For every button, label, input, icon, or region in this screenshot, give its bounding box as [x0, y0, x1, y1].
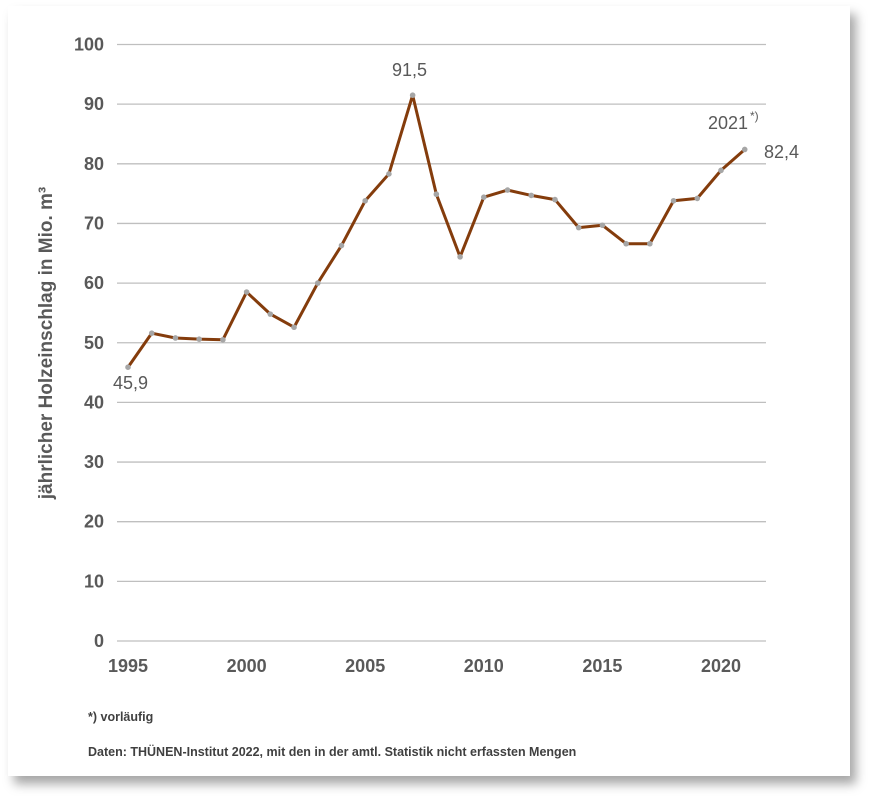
data-point — [741, 146, 748, 153]
data-point — [575, 224, 582, 231]
y-tick-label: 50 — [84, 333, 104, 353]
data-point — [148, 330, 155, 337]
data-point — [481, 194, 487, 201]
data-point — [172, 335, 179, 341]
x-tick-label: 2005 — [345, 656, 385, 676]
annotation-last-year-mark: *) — [750, 109, 759, 123]
data-line — [126, 93, 746, 369]
y-tick-label: 70 — [84, 213, 104, 233]
data-point — [504, 187, 511, 193]
data-point — [457, 254, 463, 260]
data-point — [291, 324, 297, 331]
y-axis-label: jährlicher Holzeinschlag in Mio. m³ — [36, 187, 57, 501]
data-point — [386, 171, 392, 177]
data-point — [338, 242, 345, 249]
footnote: *) vorläufig — [88, 710, 154, 724]
annotation-peak: 91,5 — [392, 60, 427, 80]
data-point — [243, 289, 250, 295]
data-point — [125, 364, 131, 371]
y-tick-label: 0 — [94, 631, 104, 651]
x-tick-label: 2000 — [227, 656, 267, 676]
data-point — [362, 197, 369, 204]
data-point — [433, 191, 440, 198]
data-point — [528, 192, 535, 199]
data-point — [599, 222, 606, 229]
data-point — [670, 197, 677, 204]
y-tick-label: 80 — [84, 154, 104, 174]
y-tick-label: 40 — [84, 392, 104, 412]
y-tick-label: 20 — [84, 512, 104, 532]
y-tick-label: 90 — [84, 94, 104, 114]
x-tick-label: 2020 — [701, 656, 741, 676]
annotation-last-year: 2021 — [708, 113, 748, 133]
y-tick-label: 30 — [84, 452, 104, 472]
source-note: Daten: THÜNEN-Institut 2022, mit den in … — [88, 745, 577, 759]
y-tick-label: 60 — [84, 273, 104, 293]
annotation-first: 45,9 — [113, 373, 148, 393]
data-point — [267, 311, 274, 317]
data-point — [409, 92, 416, 99]
chart-card — [8, 6, 850, 776]
y-tick-label: 100 — [74, 35, 104, 55]
data-point — [718, 167, 724, 174]
annotation-last: 82,4 — [764, 142, 799, 162]
data-point — [220, 336, 226, 343]
data-point — [314, 280, 321, 286]
y-tick-label: 10 — [84, 571, 104, 591]
data-point — [647, 240, 653, 247]
x-tick-label: 1995 — [108, 656, 148, 676]
x-tick-label: 2015 — [582, 656, 622, 676]
x-tick-label: 2010 — [464, 656, 504, 676]
data-point — [694, 195, 701, 202]
data-point — [623, 240, 629, 247]
data-point — [552, 196, 558, 203]
data-point — [196, 336, 202, 342]
